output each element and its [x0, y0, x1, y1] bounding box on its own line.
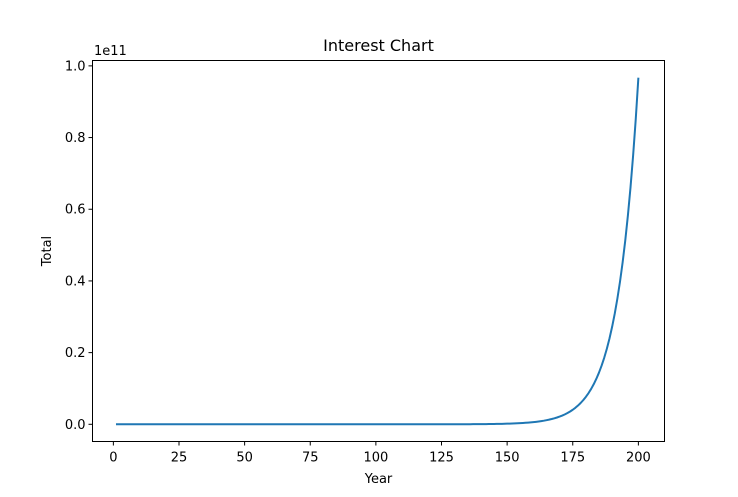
y-tick-label: 0.0 — [65, 418, 86, 433]
x-tick-label: 150 — [495, 451, 520, 466]
x-tick-label: 100 — [363, 451, 388, 466]
y-offset-text: 1e11 — [94, 44, 127, 59]
x-axis-ticks: 0 25 50 75 100 125 150 175 200 — [109, 441, 651, 466]
x-tick-label: 0 — [109, 451, 117, 466]
y-tick-label: 0.8 — [65, 131, 86, 146]
y-axis-ticks: 0.0 0.2 0.4 0.6 0.8 1.0 — [65, 59, 93, 433]
x-axis-label: Year — [364, 472, 393, 487]
x-tick-label: 125 — [429, 451, 454, 466]
x-tick-label: 200 — [626, 451, 651, 466]
y-tick-label: 0.6 — [65, 203, 86, 218]
x-tick-label: 50 — [236, 451, 253, 466]
y-tick-label: 0.4 — [65, 274, 86, 289]
y-tick-label: 0.2 — [65, 346, 86, 361]
y-tick-label: 1.0 — [65, 59, 86, 74]
series-line-total — [115, 77, 640, 426]
chart-title: Interest Chart — [323, 36, 434, 55]
x-tick-label: 75 — [302, 451, 319, 466]
y-axis-label: Total — [40, 236, 55, 267]
plot-frame — [92, 60, 665, 442]
x-tick-label: 175 — [560, 451, 585, 466]
x-tick-label: 25 — [171, 451, 188, 466]
